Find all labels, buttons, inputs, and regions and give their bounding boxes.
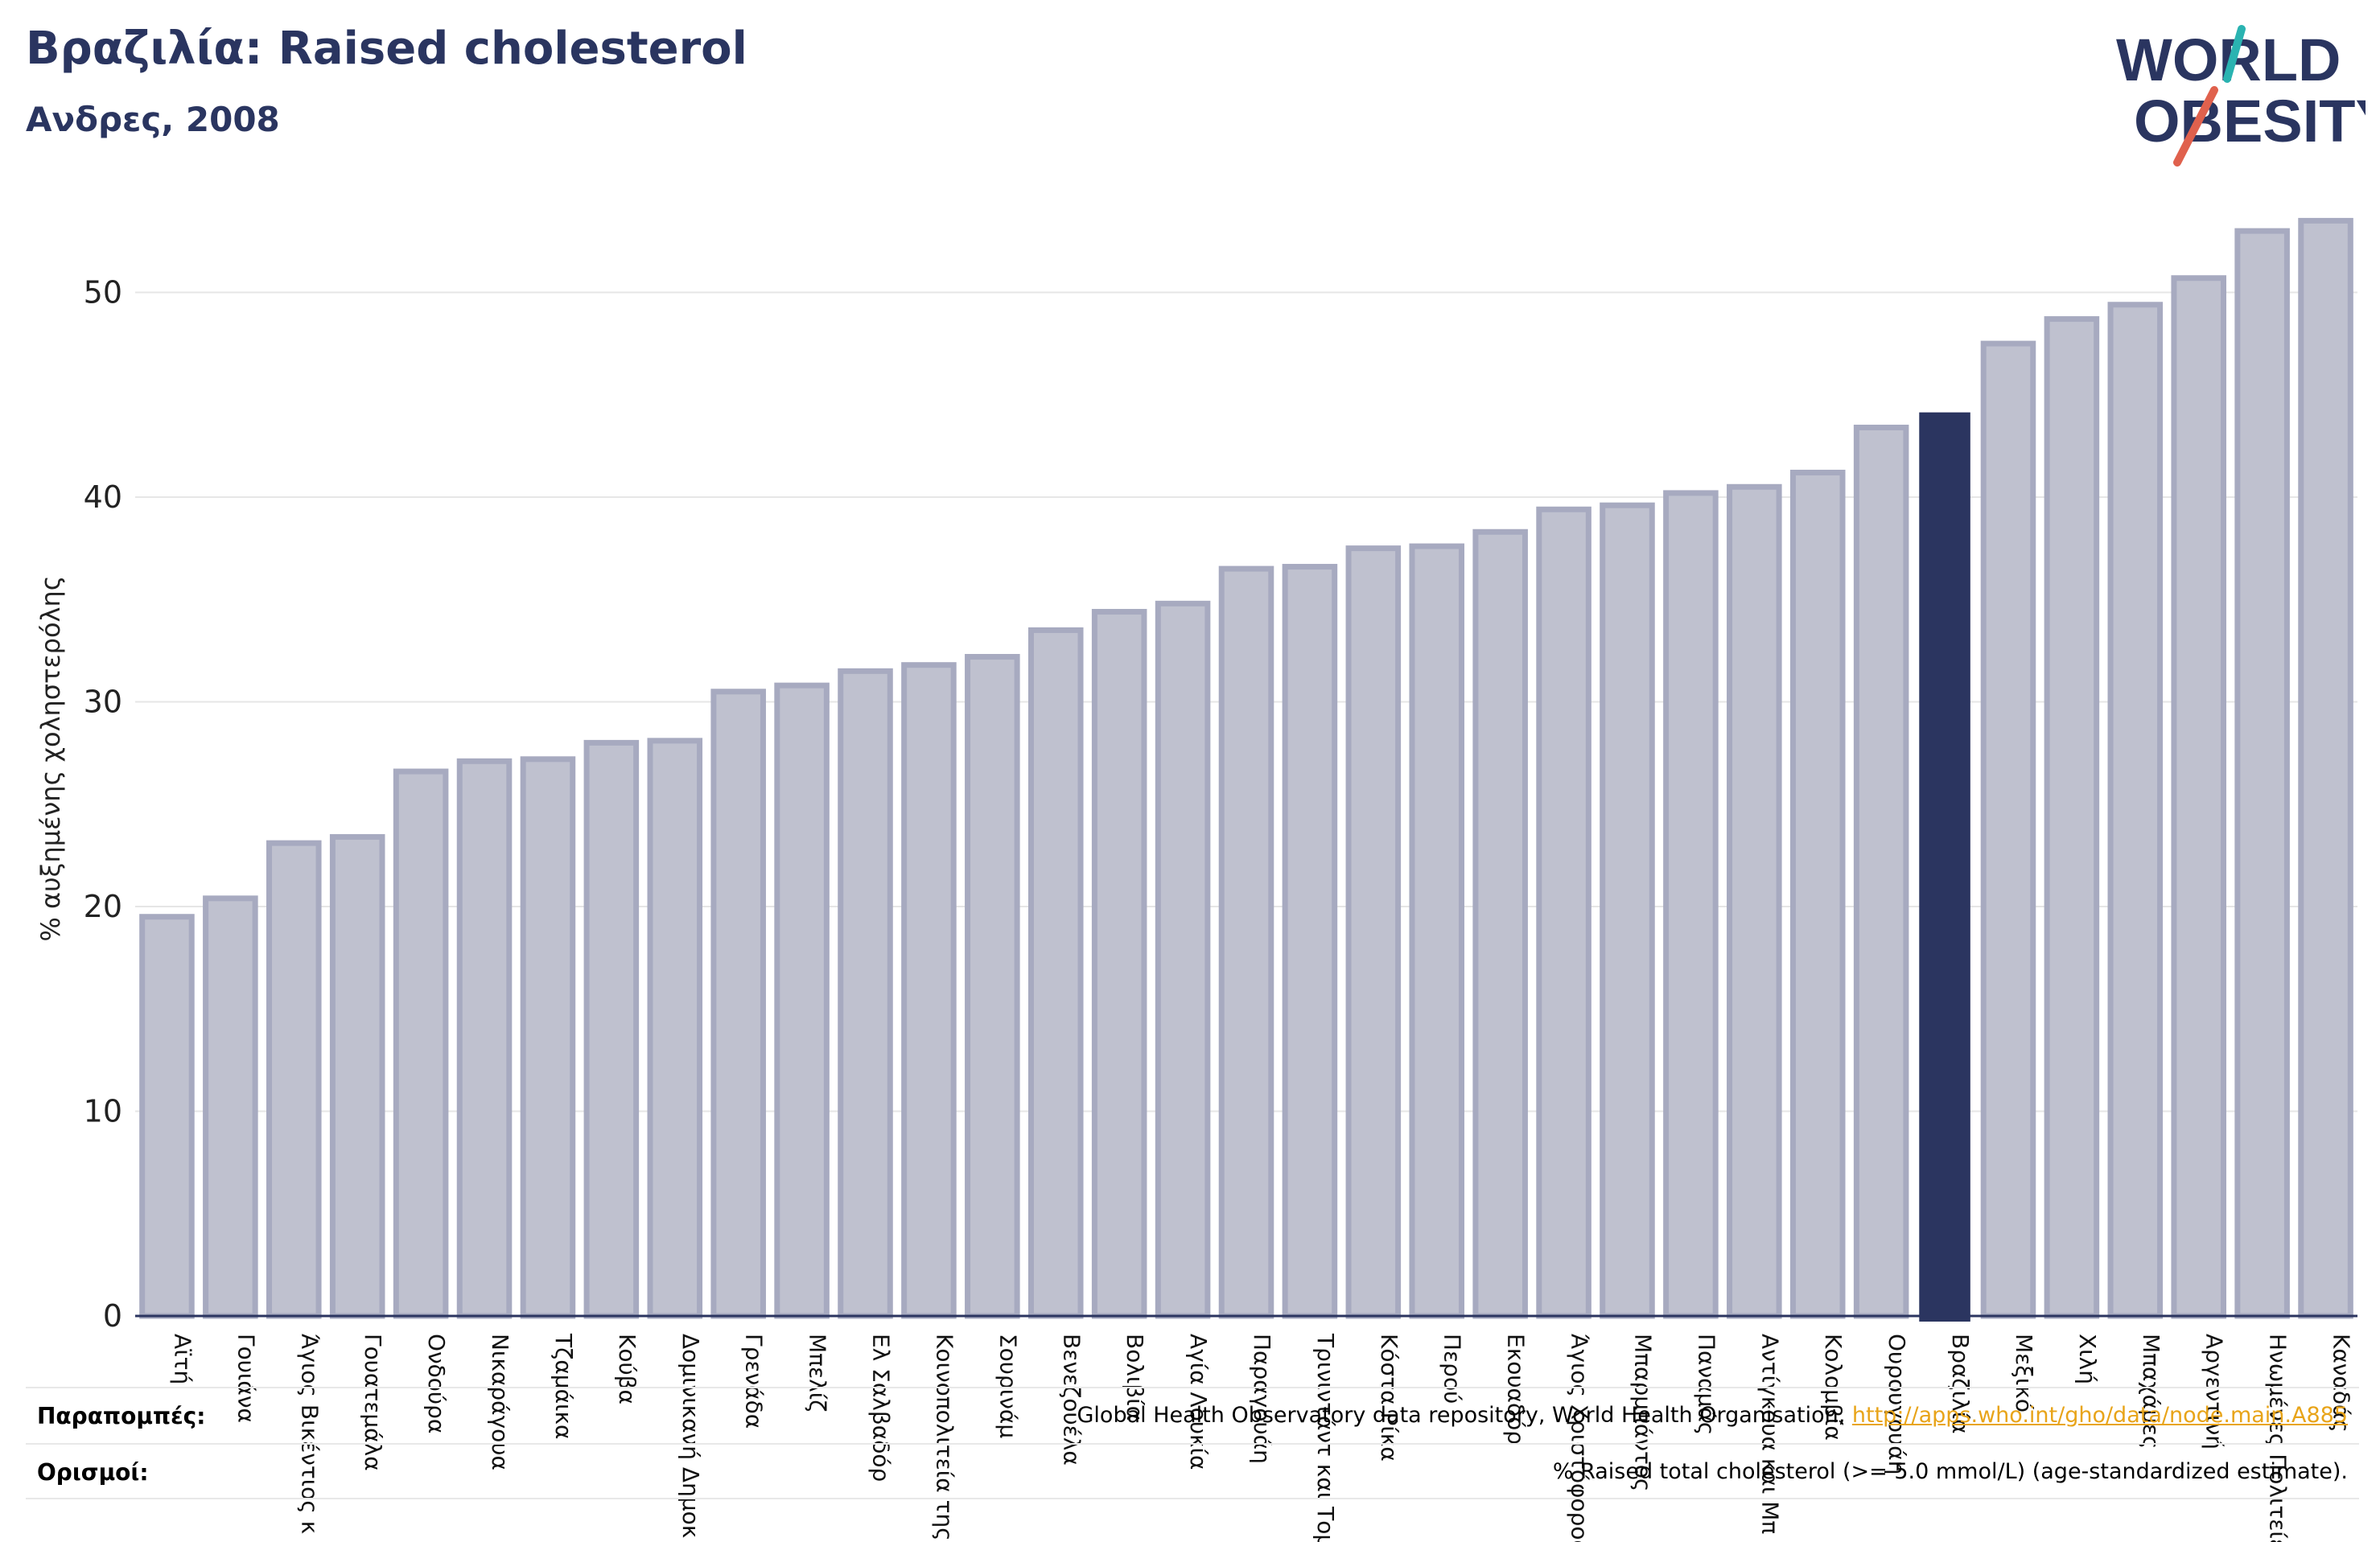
x-tick-label: Ηνωμένες Πολιτείες bbox=[2265, 1334, 2291, 1542]
references-value: Global Health Observatory data repositor… bbox=[1077, 1403, 2349, 1428]
logo-slash-red bbox=[2173, 86, 2218, 167]
bar bbox=[1027, 627, 1084, 1319]
bar bbox=[1980, 340, 2036, 1319]
y-axis-label: % αυξημένης χοληστερόλης bbox=[35, 575, 66, 941]
references-label: Παραπομπές: bbox=[37, 1403, 206, 1429]
x-tick-label: Κόστα Ρίκα bbox=[1376, 1334, 1402, 1462]
bar bbox=[710, 689, 766, 1319]
bar bbox=[266, 840, 322, 1319]
logo-text-obesity: OBESITY bbox=[2134, 88, 2366, 154]
x-tick-label: Κοινοπολιτεία της bbox=[931, 1334, 957, 1541]
bar bbox=[2234, 228, 2290, 1319]
y-tick-label: 10 bbox=[84, 1094, 122, 1129]
x-tick-label: Μπαχάμες bbox=[2138, 1334, 2164, 1449]
bar bbox=[1853, 424, 1909, 1319]
x-tick-label: Περού bbox=[1439, 1334, 1466, 1404]
bar bbox=[774, 682, 830, 1319]
x-tick-label: Άγιος Χριστόφορος bbox=[1567, 1334, 1593, 1542]
world-obesity-logo: WORLD OBESITY bbox=[2116, 25, 2366, 167]
x-tick-label: Νικαράγουα bbox=[487, 1334, 513, 1470]
x-tick-label: Αργεντινή bbox=[2201, 1334, 2228, 1449]
bar bbox=[1600, 502, 1655, 1319]
bar bbox=[583, 739, 640, 1319]
bar bbox=[1789, 469, 1846, 1319]
bar bbox=[838, 668, 893, 1319]
x-tick-label: Μεξικό bbox=[2011, 1334, 2037, 1412]
bar bbox=[1472, 528, 1528, 1319]
bar bbox=[393, 768, 449, 1319]
bar bbox=[2044, 316, 2100, 1319]
bar bbox=[2171, 275, 2226, 1319]
bar bbox=[1218, 565, 1274, 1319]
x-tick-label: Γουατεμάλα bbox=[360, 1334, 386, 1471]
bar bbox=[329, 833, 385, 1319]
y-tick-label: 0 bbox=[103, 1298, 122, 1334]
bar bbox=[1727, 483, 1782, 1319]
definitions-row: Ορισμοί: % Raised total cholesterol (>= … bbox=[26, 1443, 2359, 1499]
x-tick-label: Ουρουγουάη bbox=[1884, 1334, 1910, 1474]
definitions-label: Ορισμοί: bbox=[37, 1459, 149, 1486]
x-tick-label: Ονδούρα bbox=[423, 1334, 450, 1433]
bar bbox=[139, 914, 195, 1319]
x-tick-label: Καναδάς bbox=[2329, 1334, 2355, 1433]
bar bbox=[1409, 543, 1465, 1319]
bar bbox=[1155, 600, 1211, 1319]
x-tick-label: Χιλή bbox=[2074, 1334, 2101, 1384]
y-tick-label: 20 bbox=[84, 889, 122, 924]
logo-slash-teal bbox=[2223, 25, 2246, 83]
y-tick-label: 30 bbox=[84, 685, 122, 720]
x-tick-label: Βραζιλία bbox=[1947, 1334, 1974, 1434]
x-tick-label: Εκουαδόρ bbox=[1503, 1334, 1530, 1445]
bar bbox=[1091, 609, 1147, 1319]
x-tick-label: Σουρινάμ bbox=[994, 1334, 1021, 1438]
x-tick-label: Μπαρμπάντος bbox=[1629, 1334, 1656, 1491]
bar bbox=[2298, 217, 2353, 1319]
x-tick-label: Γρενάδα bbox=[741, 1334, 768, 1429]
x-tick-label: Άγιος Βικέντιος κ bbox=[296, 1334, 323, 1534]
x-tick-label: Παναμάς bbox=[1693, 1334, 1719, 1435]
x-tick-label: Μπελίζ bbox=[805, 1334, 831, 1412]
bar bbox=[456, 758, 513, 1319]
bar-highlighted bbox=[1919, 412, 1970, 1322]
chart-subtitle: Ανδρες, 2008 bbox=[26, 100, 280, 139]
x-tick-label: Τζαμάικα bbox=[550, 1333, 577, 1440]
bar bbox=[1663, 490, 1719, 1319]
x-tick-label: Αντίγκουα και Μπ bbox=[1756, 1334, 1783, 1534]
x-tick-label: Παραγουάη bbox=[1249, 1334, 1275, 1464]
x-tick-label: Κούβα bbox=[614, 1334, 640, 1404]
y-tick-label: 40 bbox=[84, 479, 122, 515]
bar bbox=[2107, 302, 2164, 1319]
x-tick-label: Ελ Σαλβαδόρ bbox=[868, 1334, 895, 1482]
x-tick-label: Αϊτή bbox=[169, 1334, 196, 1384]
x-tick-label: Αγία Λουκία bbox=[1185, 1334, 1212, 1470]
x-tick-label: Τρινιντάντ και Τομ bbox=[1312, 1333, 1339, 1542]
y-tick-label: 50 bbox=[84, 275, 122, 310]
references-text: Global Health Observatory data repositor… bbox=[1077, 1403, 1852, 1428]
bar bbox=[1282, 564, 1338, 1319]
bar bbox=[647, 738, 703, 1319]
chart-title: Βραζιλία: Raised cholesterol bbox=[26, 23, 747, 75]
bar bbox=[965, 654, 1020, 1319]
bar bbox=[901, 662, 957, 1319]
references-link[interactable]: http://apps.who.int/gho/data/node.main.A… bbox=[1851, 1403, 2348, 1428]
bar bbox=[1345, 545, 1402, 1319]
bar bbox=[1536, 506, 1591, 1319]
x-tick-label: Γουιάνα bbox=[233, 1334, 259, 1423]
references-row: Παραπομπές: Global Health Observatory da… bbox=[26, 1387, 2359, 1441]
x-tick-label: Δομινικανή Δημοκ bbox=[677, 1334, 704, 1538]
x-tick-label: Βολιβία bbox=[1122, 1334, 1148, 1421]
bar bbox=[203, 895, 258, 1319]
definitions-value: % Raised total cholesterol (>= 5.0 mmol/… bbox=[1552, 1459, 2348, 1484]
bar bbox=[520, 756, 576, 1319]
